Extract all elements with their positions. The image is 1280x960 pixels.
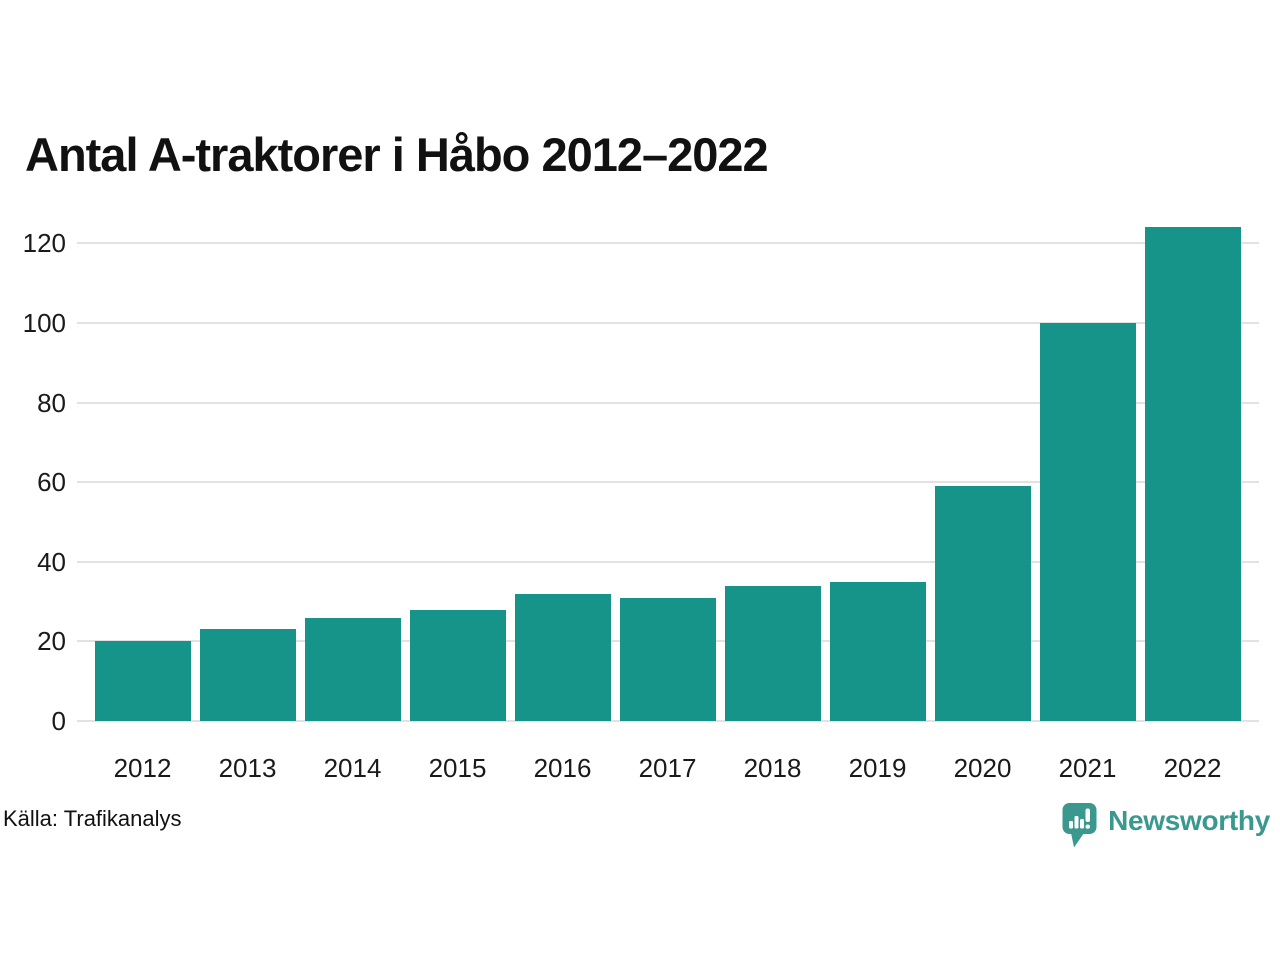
bar-2016 xyxy=(514,593,611,721)
x-tick-label: 2019 xyxy=(848,753,907,783)
bar-2013 xyxy=(199,629,296,721)
bar-2018 xyxy=(724,585,821,721)
gridline-y-80 xyxy=(77,401,1259,404)
x-tick-label: 2018 xyxy=(743,753,802,783)
y-tick-label: 80 xyxy=(37,387,66,418)
gridline-y-120 xyxy=(77,242,1259,245)
source-note: Källa: Trafikanalys xyxy=(3,806,182,831)
bar-2021 xyxy=(1039,323,1136,721)
x-tick-label: 2015 xyxy=(428,753,487,783)
gridline-y-40 xyxy=(77,560,1259,563)
y-tick-label: 0 xyxy=(51,706,66,736)
x-tick-label: 2014 xyxy=(323,753,382,783)
bar-2019 xyxy=(829,581,926,721)
bar-2014 xyxy=(304,617,401,721)
x-tick-label: 2021 xyxy=(1058,753,1117,783)
newsworthy-logo: Newsworthy xyxy=(1062,802,1270,849)
newsworthy-logo-text: Newsworthy xyxy=(1108,805,1270,836)
x-tick-label: 2013 xyxy=(218,753,277,783)
y-tick-label: 100 xyxy=(22,308,66,338)
x-tick-label: 2017 xyxy=(638,753,697,783)
x-tick-label: 2016 xyxy=(533,753,592,783)
y-tick-label: 20 xyxy=(37,626,66,657)
gridline-y-0 xyxy=(77,720,1259,722)
bar-2015 xyxy=(409,609,506,721)
chart-title: Antal A-traktorer i Håbo 2012–2022 xyxy=(25,128,769,181)
bar-2020 xyxy=(934,486,1031,721)
x-tick-label: 2022 xyxy=(1163,753,1222,783)
bar-2012 xyxy=(94,641,191,721)
bar-2017 xyxy=(619,597,716,721)
bar-2022 xyxy=(1144,227,1241,721)
newsworthy-speech-bubble-bar-chart-icon xyxy=(1062,803,1097,848)
x-tick-label: 2012 xyxy=(113,753,172,783)
y-tick-label: 120 xyxy=(22,228,66,259)
gridline-y-60 xyxy=(77,481,1259,484)
y-tick-label: 40 xyxy=(37,546,66,577)
y-tick-label: 60 xyxy=(37,467,66,498)
x-tick-label: 2020 xyxy=(953,753,1012,783)
gridline-y-100 xyxy=(77,322,1259,324)
